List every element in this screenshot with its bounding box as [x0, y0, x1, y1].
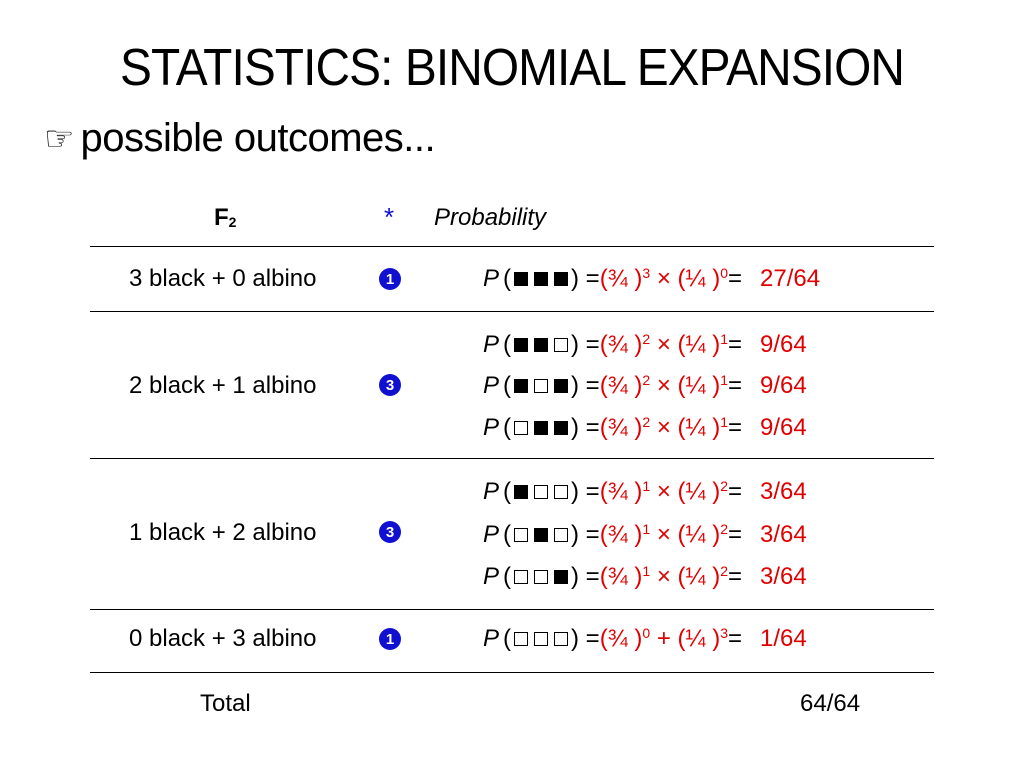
probability-line: P( ) = (¾ )1 × (¼ )2 = 3/64 [483, 521, 807, 548]
black-square-icon [534, 272, 549, 286]
p-symbol: P [483, 372, 500, 399]
probability-result: 3/64 [760, 478, 807, 505]
probability-line: P( ) = (¾ )1 × (¼ )2 = 3/64 [483, 563, 807, 590]
probability-line: P( ) = (¾ )1 × (¼ )2 = 3/64 [483, 478, 807, 505]
count-badge: 1 [379, 628, 401, 650]
table-rule [90, 311, 934, 312]
probability-line: P( ) = (¾ )2 × (¼ )1 = 9/64 [483, 414, 807, 441]
black-square-icon [534, 528, 549, 542]
probability-expression: (¾ )3 × (¼ )0 [599, 265, 728, 292]
count-badge: 1 [379, 268, 401, 290]
black-square-icon [554, 379, 569, 393]
probability-expression: (¾ )2 × (¼ )1 [599, 372, 728, 399]
black-square-icon [534, 421, 549, 435]
probability-line: P( ) = (¾ )2 × (¼ )1 = 9/64 [483, 331, 807, 358]
black-square-icon [554, 570, 569, 584]
white-square-icon [534, 632, 549, 646]
probability-result: 27/64 [760, 265, 821, 292]
white-square-icon [534, 570, 549, 584]
table-rule [90, 246, 934, 247]
p-symbol: P [483, 331, 500, 358]
probability-expression: (¾ )1 × (¼ )2 [599, 563, 728, 590]
white-square-icon [554, 338, 569, 352]
table-rule [90, 672, 934, 673]
p-symbol: P [483, 414, 500, 441]
probability-result: 3/64 [760, 521, 807, 548]
black-square-icon [514, 272, 529, 286]
white-square-icon [554, 632, 569, 646]
table-rule [90, 609, 934, 610]
header-probability: Probability [434, 204, 547, 231]
black-square-icon [554, 421, 569, 435]
white-square-icon [514, 528, 529, 542]
white-square-icon [554, 528, 569, 542]
probability-result: 1/64 [760, 625, 807, 652]
probability-line: P( ) = (¾ )0 + (¼ )3 = 1/64 [483, 625, 807, 652]
black-square-icon [514, 338, 529, 352]
row-label: 3 black + 0 albino [129, 265, 317, 292]
count-badge: 3 [379, 521, 401, 543]
white-square-icon [514, 421, 529, 435]
row-label: 2 black + 1 albino [129, 372, 317, 399]
row-label: 1 black + 2 albino [129, 519, 317, 546]
white-square-icon [514, 570, 529, 584]
header-star: * [384, 202, 395, 232]
total-value: 64/64 [800, 690, 861, 717]
bullet-text: possible outcomes... [80, 116, 436, 160]
bullet-item: ☞ possible outcomes... [44, 116, 436, 161]
white-square-icon [534, 379, 549, 393]
p-symbol: P [483, 478, 500, 505]
p-symbol: P [483, 521, 500, 548]
white-square-icon [554, 485, 569, 499]
slide-title: STATISTICS: BINOMIAL EXPANSION [119, 39, 905, 97]
probability-expression: (¾ )1 × (¼ )2 [599, 478, 728, 505]
probability-result: 3/64 [760, 563, 807, 590]
p-symbol: P [483, 265, 500, 292]
probability-expression: (¾ )1 × (¼ )2 [599, 521, 728, 548]
black-square-icon [514, 379, 529, 393]
p-symbol: P [483, 625, 500, 652]
black-square-icon [514, 485, 529, 499]
count-badge: 3 [379, 374, 401, 396]
pointing-hand-icon: ☞ [44, 119, 75, 158]
black-square-icon [554, 272, 569, 286]
probability-expression: (¾ )2 × (¼ )1 [599, 331, 728, 358]
header-f2: F2 [214, 204, 237, 231]
total-label: Total [200, 690, 251, 717]
white-square-icon [534, 485, 549, 499]
probability-result: 9/64 [760, 372, 807, 399]
black-square-icon [534, 338, 549, 352]
row-label: 0 black + 3 albino [129, 625, 317, 652]
probability-line: P( ) = (¾ )2 × (¼ )1 = 9/64 [483, 372, 807, 399]
probability-expression: (¾ )2 × (¼ )1 [599, 414, 728, 441]
probability-expression: (¾ )0 + (¼ )3 [599, 625, 728, 652]
probability-result: 9/64 [760, 331, 807, 358]
probability-line: P( ) = (¾ )3 × (¼ )0 = 27/64 [483, 265, 821, 292]
p-symbol: P [483, 563, 500, 590]
probability-result: 9/64 [760, 414, 807, 441]
white-square-icon [514, 632, 529, 646]
table-rule [90, 458, 934, 459]
